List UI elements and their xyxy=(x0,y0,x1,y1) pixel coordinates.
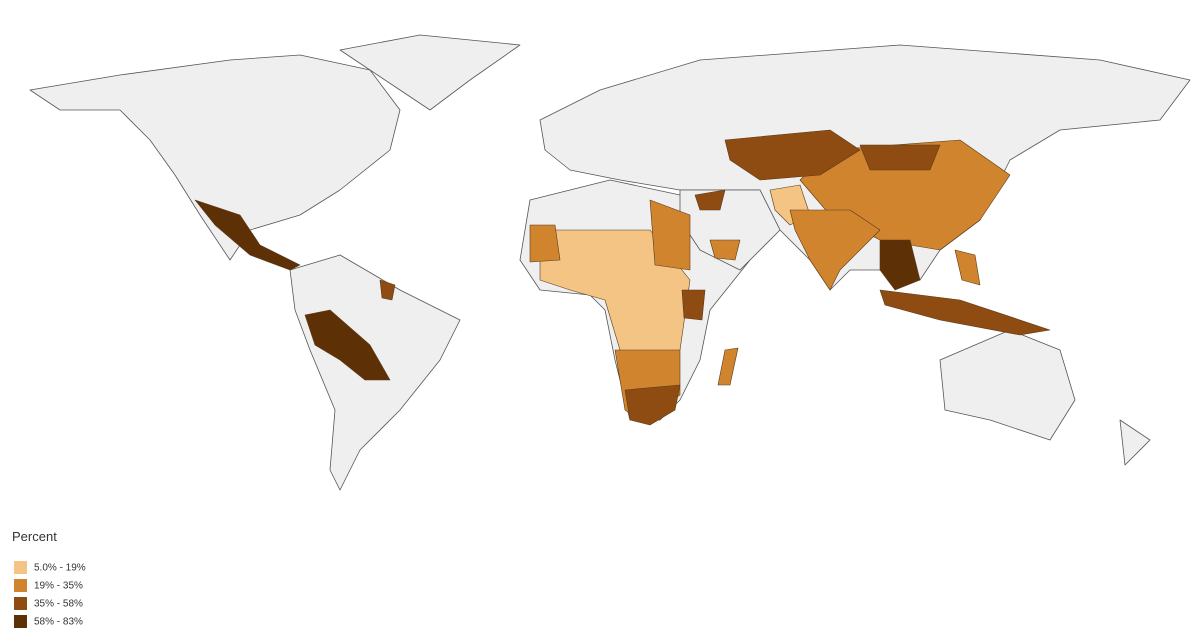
country-region xyxy=(859,144,941,171)
country-region xyxy=(624,384,681,426)
legend-swatch xyxy=(14,561,27,574)
country-region xyxy=(954,249,981,286)
legend-swatch xyxy=(14,579,27,592)
country-region xyxy=(694,189,726,211)
legend-swatch xyxy=(14,615,27,628)
country-region xyxy=(879,239,921,291)
country-region xyxy=(379,279,396,301)
country-region xyxy=(304,309,391,381)
world-map xyxy=(29,34,1191,491)
country-region xyxy=(879,289,1051,336)
country-region xyxy=(724,129,861,181)
country-region xyxy=(529,224,561,263)
country-region xyxy=(789,209,881,291)
country-region xyxy=(709,239,741,261)
legend-label: 35% - 58% xyxy=(34,599,83,610)
new-zealand xyxy=(1119,419,1151,466)
greenland xyxy=(339,34,521,111)
country-region xyxy=(681,289,706,321)
north-america xyxy=(29,54,401,261)
legend-label: 58% - 83% xyxy=(34,617,83,628)
legend-title: Percent xyxy=(12,529,57,544)
legend-label: 19% - 35% xyxy=(34,581,83,592)
country-region xyxy=(717,347,739,386)
legend: Percent 5.0% - 19% 19% - 35% 35% - 58% 58% … xyxy=(12,529,86,628)
country-region xyxy=(194,199,301,271)
australia xyxy=(939,329,1076,441)
legend-label: 5.0% - 19% xyxy=(34,563,86,574)
legend-swatch xyxy=(14,597,27,610)
country-region xyxy=(649,199,691,271)
